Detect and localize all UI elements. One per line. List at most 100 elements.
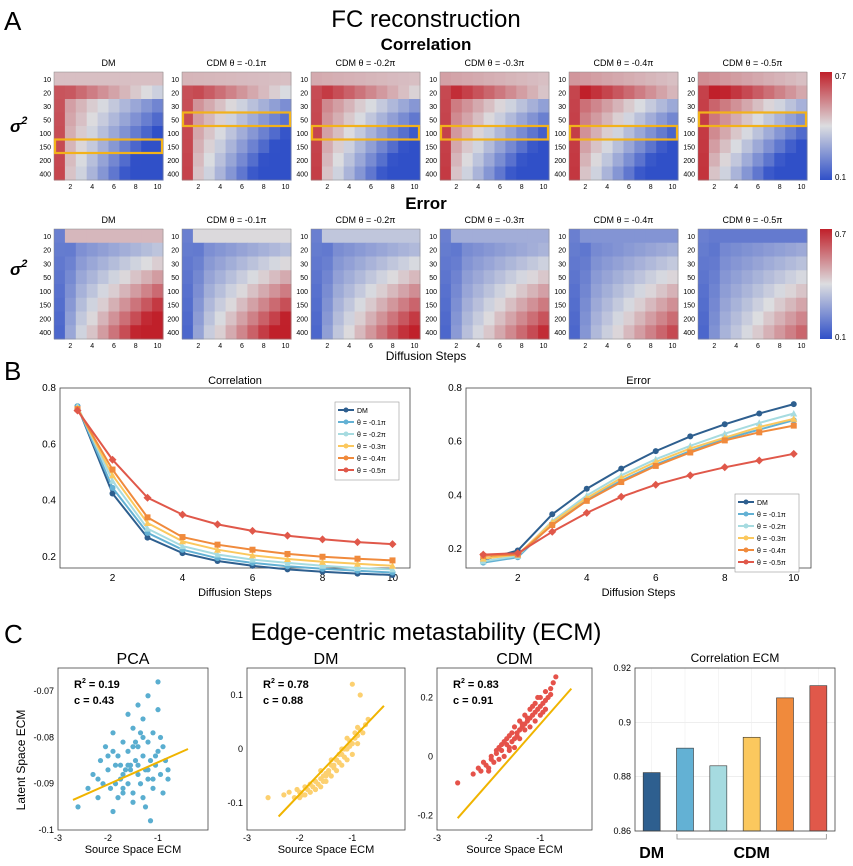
scatter-point bbox=[142, 804, 149, 810]
heatmap-cell bbox=[623, 153, 635, 167]
heatmap-cell bbox=[354, 242, 366, 257]
heatmap-cell bbox=[763, 72, 775, 86]
heatmap-cell bbox=[569, 311, 581, 326]
heatmap-cell bbox=[97, 85, 109, 100]
heatmap-row-label: 50 bbox=[300, 117, 308, 124]
heatmap-cell bbox=[152, 112, 164, 127]
heatmap-cell bbox=[119, 99, 131, 113]
y-tick-label: 0.88 bbox=[613, 772, 631, 782]
data-point bbox=[144, 525, 151, 532]
heatmap-cell bbox=[214, 166, 227, 181]
heatmap-cell bbox=[450, 256, 463, 271]
heatmap-cell bbox=[258, 166, 270, 181]
heatmap-cell bbox=[130, 325, 142, 340]
data-point bbox=[618, 479, 625, 486]
heatmap-cell bbox=[236, 166, 248, 181]
heatmap-cell bbox=[483, 72, 495, 86]
heatmap-cell bbox=[258, 139, 270, 154]
scatter-point bbox=[488, 756, 494, 762]
scatter-point bbox=[110, 730, 116, 736]
heatmap-cell bbox=[269, 284, 281, 299]
heatmap-cell bbox=[763, 311, 775, 326]
heatmap-cell bbox=[645, 256, 657, 271]
heatmap-row-label: 400 bbox=[167, 330, 179, 337]
heatmap-cell bbox=[343, 153, 356, 167]
heatmap-cell bbox=[763, 229, 775, 244]
heatmap-cell bbox=[387, 126, 399, 140]
heatmap-cell bbox=[258, 284, 270, 299]
heatmap-cell bbox=[719, 72, 732, 86]
heatmap-cell bbox=[280, 99, 292, 113]
heatmap-cell bbox=[182, 126, 194, 140]
heatmap-cell bbox=[494, 99, 506, 113]
heatmap-cell bbox=[698, 85, 710, 100]
heatmap-cell bbox=[494, 153, 506, 167]
heatmap-cell bbox=[461, 242, 474, 257]
heatmap-col-label: 8 bbox=[262, 184, 266, 191]
heatmap-cell bbox=[472, 99, 485, 113]
heatmap-frame bbox=[181, 228, 292, 340]
heatmap-row-label: 150 bbox=[425, 144, 437, 151]
line-chart-xlabel: Diffusion Steps bbox=[198, 587, 272, 599]
heatmap-cell bbox=[75, 325, 88, 340]
heatmap-cell bbox=[634, 297, 646, 312]
heatmap-cell bbox=[311, 126, 323, 140]
heatmap-cell bbox=[192, 139, 205, 154]
heatmap-cell bbox=[108, 284, 120, 299]
heatmap-cell bbox=[409, 85, 421, 100]
heatmap-cell bbox=[75, 270, 88, 285]
heatmap-cell bbox=[708, 112, 721, 127]
heatmap-cell bbox=[311, 242, 323, 257]
heatmap-col-label: 4 bbox=[605, 343, 609, 350]
heatmap-cell bbox=[203, 270, 216, 285]
scatter-point bbox=[478, 768, 484, 774]
legend-label: θ = -0.1π bbox=[757, 512, 786, 519]
heatmap-cell bbox=[75, 297, 88, 312]
scatter-point bbox=[107, 785, 114, 791]
heatmap-cell bbox=[54, 284, 66, 299]
heatmap-cell bbox=[119, 325, 131, 340]
data-point bbox=[144, 534, 151, 541]
heatmap-cell bbox=[86, 85, 99, 100]
x-tick-label: -2 bbox=[296, 833, 304, 843]
heatmap-cell bbox=[569, 166, 581, 181]
heatmap-title: DM bbox=[102, 58, 116, 68]
bar bbox=[809, 685, 828, 832]
highlight-box bbox=[310, 124, 421, 141]
heatmap-cell bbox=[527, 166, 539, 181]
bar bbox=[642, 772, 661, 832]
heatmap-title: DM bbox=[102, 215, 116, 225]
heatmap-cell bbox=[332, 297, 345, 312]
heatmap-cell bbox=[461, 297, 474, 312]
heatmap-row-label: 20 bbox=[171, 248, 179, 255]
heatmap-cell bbox=[785, 166, 797, 181]
heatmap-cell bbox=[75, 242, 88, 257]
heatmap-cell bbox=[192, 229, 205, 244]
heatmap-cell bbox=[785, 153, 797, 167]
heatmap-cell bbox=[634, 270, 646, 285]
heatmap-cell bbox=[321, 85, 334, 100]
line-chart-frame bbox=[59, 387, 411, 569]
highlight-box bbox=[53, 138, 164, 155]
heatmap-cell bbox=[774, 229, 786, 244]
heatmap-cell bbox=[376, 297, 388, 312]
heatmap-cell bbox=[214, 229, 227, 244]
heatmap-cell bbox=[590, 85, 603, 100]
heatmap-cell bbox=[365, 284, 377, 299]
heatmap-cell bbox=[516, 270, 528, 285]
heatmap-cell bbox=[387, 256, 399, 271]
ecm-title: Edge-centric metastability (ECM) bbox=[251, 619, 602, 646]
heatmap-cell bbox=[440, 256, 452, 271]
heatmap-cell bbox=[141, 256, 153, 271]
heatmap-cell bbox=[75, 166, 88, 181]
heatmap-cell bbox=[483, 229, 495, 244]
heatmap-cell bbox=[623, 256, 635, 271]
heatmap-col-label: 10 bbox=[798, 184, 806, 191]
heatmap-cell bbox=[280, 256, 292, 271]
heatmap-cell bbox=[538, 72, 550, 86]
legend-marker bbox=[343, 419, 349, 425]
legend-marker bbox=[743, 499, 749, 505]
heatmap-cell bbox=[354, 85, 366, 100]
heatmap-cell bbox=[645, 139, 657, 154]
heatmap-cell bbox=[612, 126, 624, 140]
